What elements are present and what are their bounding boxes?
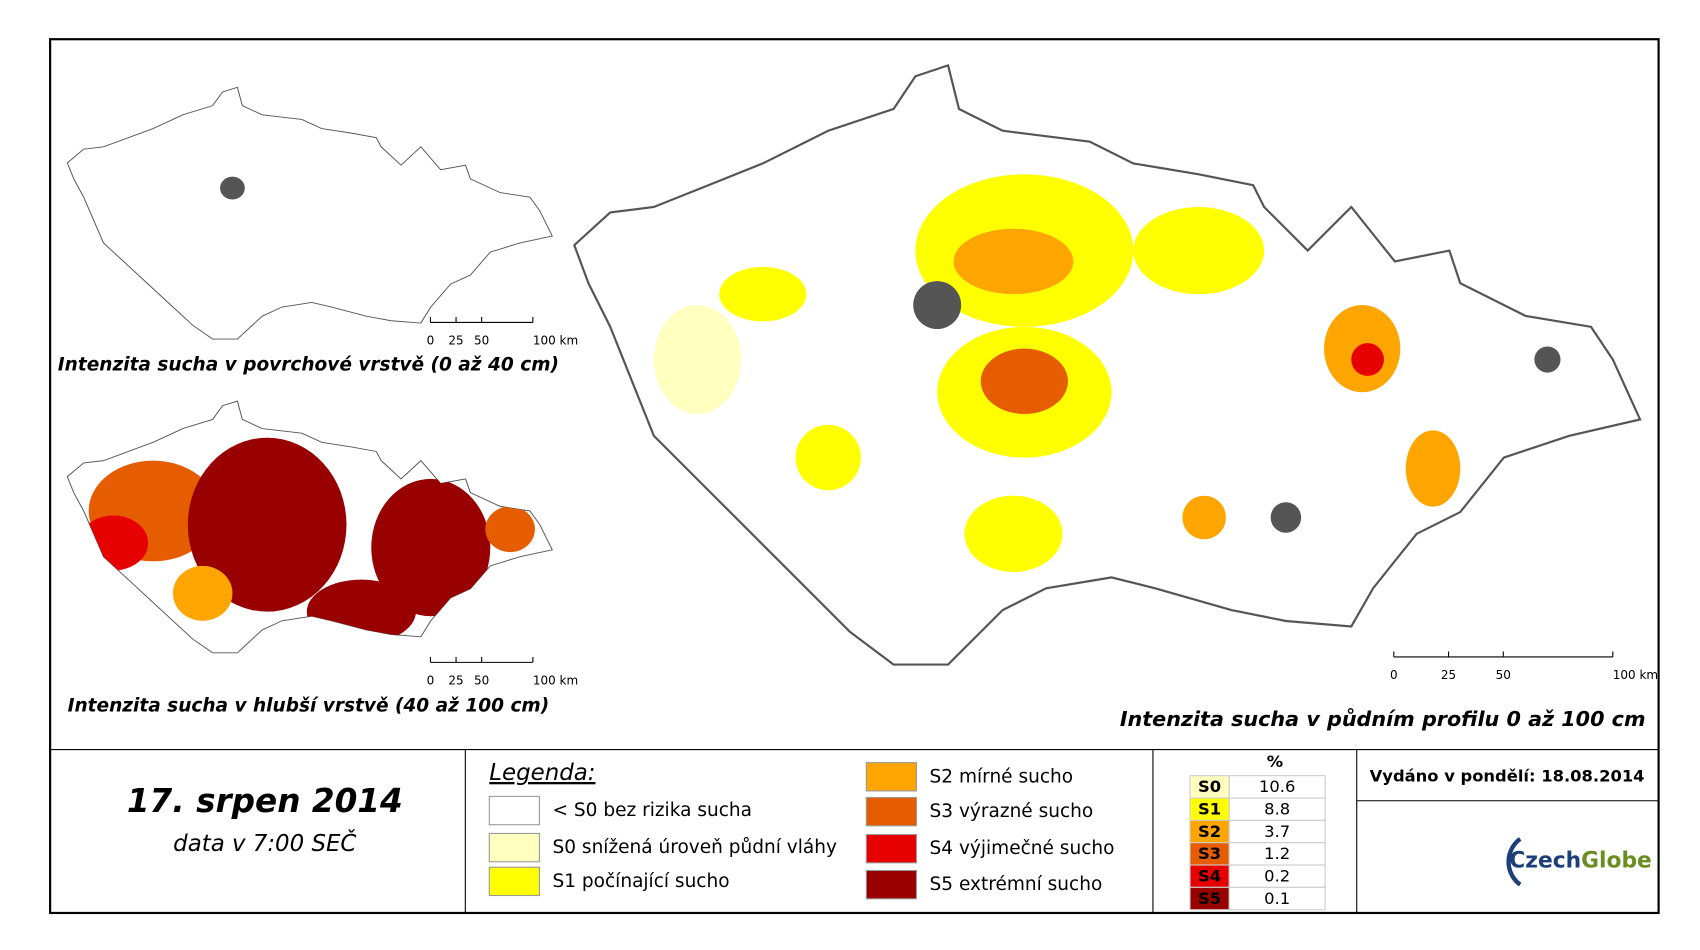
map-profile (573, 64, 1642, 666)
time: data v 7:00 SEČ (173, 829, 356, 857)
scale-label: 100 km (533, 333, 578, 347)
stats-code: S0 (1198, 777, 1221, 796)
stats-value: 0.2 (1264, 867, 1290, 886)
stats-value: 10.6 (1259, 777, 1295, 796)
stats-value: 1.2 (1264, 844, 1290, 863)
stats-code: S4 (1198, 867, 1221, 886)
scale-label: 100 km (533, 673, 578, 687)
logo: CzechGlobe (1509, 849, 1652, 874)
scale-label: 100 km (1613, 668, 1658, 682)
stats-code: S2 (1198, 822, 1221, 841)
logo-arc (1506, 837, 1522, 887)
scale-label: 50 (474, 333, 489, 347)
legend-label: S1 počínající sucho (552, 871, 729, 892)
stats-value: 3.7 (1264, 822, 1290, 841)
legend-swatch (865, 762, 918, 792)
scale-label: 25 (448, 333, 463, 347)
legend-label: S5 extrémní sucho (930, 874, 1103, 895)
scale-label: 0 (1390, 668, 1398, 682)
map-deep (66, 400, 553, 654)
date: 17. srpen 2014 (127, 782, 403, 820)
logo-first: Czech (1509, 849, 1581, 874)
stats-header: % (1267, 752, 1283, 771)
legend-label: < S0 bez rizika sucha (552, 800, 751, 821)
map-surface (66, 86, 553, 340)
map-title: Intenzita sucha v povrchové vrstvě (0 až… (58, 354, 559, 375)
stats-code: S1 (1198, 800, 1221, 819)
scale-label: 25 (1441, 668, 1456, 682)
legend-label: S0 snížená úroveň půdní vláhy (552, 836, 836, 858)
legend-swatch (488, 866, 540, 897)
legend-swatch (488, 832, 540, 863)
scale-label: 50 (474, 673, 489, 687)
map-title: Intenzita sucha v půdním profilu 0 až 10… (1120, 706, 1646, 731)
stats-value: 8.8 (1264, 800, 1290, 819)
map-title: Intenzita sucha v hlubší vrstvě (40 až 1… (68, 695, 550, 716)
frame (49, 38, 1660, 915)
legend-swatch (865, 833, 918, 864)
legend-label: S3 výrazné sucho (930, 801, 1094, 822)
legend-label: S2 mírné sucho (930, 766, 1074, 787)
scale-label: 25 (448, 673, 463, 687)
stats-code: S5 (1198, 889, 1221, 908)
scale-label: 50 (1496, 668, 1511, 682)
legend-title: Legenda: (489, 760, 595, 786)
scale-label: 0 (427, 673, 435, 687)
stats-value: 0.1 (1264, 889, 1290, 908)
legend-label: S4 výjimečné sucho (930, 838, 1115, 859)
stats-value-cell (1228, 886, 1326, 911)
scale-label: 0 (427, 333, 435, 347)
legend-swatch (865, 869, 918, 900)
legend-swatch (865, 796, 918, 827)
logo-second: Globe (1581, 849, 1652, 874)
issued: Vydáno v pondělí: 18.08.2014 (1370, 766, 1645, 785)
stats-code: S3 (1198, 844, 1221, 863)
legend-swatch (488, 795, 540, 826)
